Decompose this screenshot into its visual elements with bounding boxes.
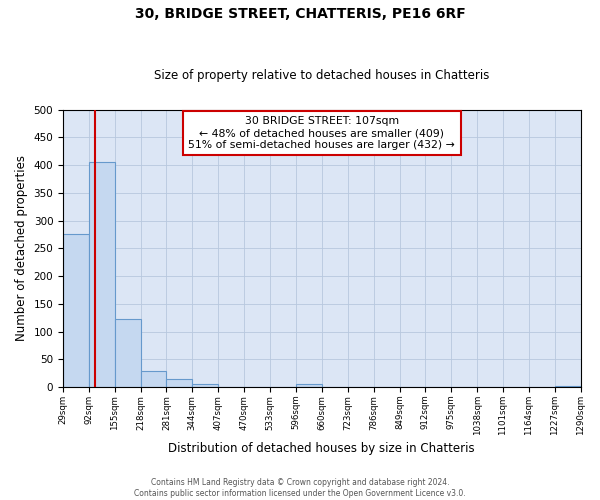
Text: 30 BRIDGE STREET: 107sqm
← 48% of detached houses are smaller (409)
51% of semi-: 30 BRIDGE STREET: 107sqm ← 48% of detach… [188, 116, 455, 150]
Bar [140, 371, 166, 387]
Bar [166, 378, 192, 387]
Bar [192, 384, 218, 387]
Bar [296, 384, 322, 387]
Title: Size of property relative to detached houses in Chatteris: Size of property relative to detached ho… [154, 69, 490, 82]
Bar [63, 234, 89, 387]
Bar [115, 320, 140, 387]
Bar [89, 162, 115, 387]
Text: 30, BRIDGE STREET, CHATTERIS, PE16 6RF: 30, BRIDGE STREET, CHATTERIS, PE16 6RF [134, 8, 466, 22]
Bar [554, 386, 581, 387]
Text: Contains HM Land Registry data © Crown copyright and database right 2024.
Contai: Contains HM Land Registry data © Crown c… [134, 478, 466, 498]
Y-axis label: Number of detached properties: Number of detached properties [15, 156, 28, 342]
X-axis label: Distribution of detached houses by size in Chatteris: Distribution of detached houses by size … [169, 442, 475, 455]
